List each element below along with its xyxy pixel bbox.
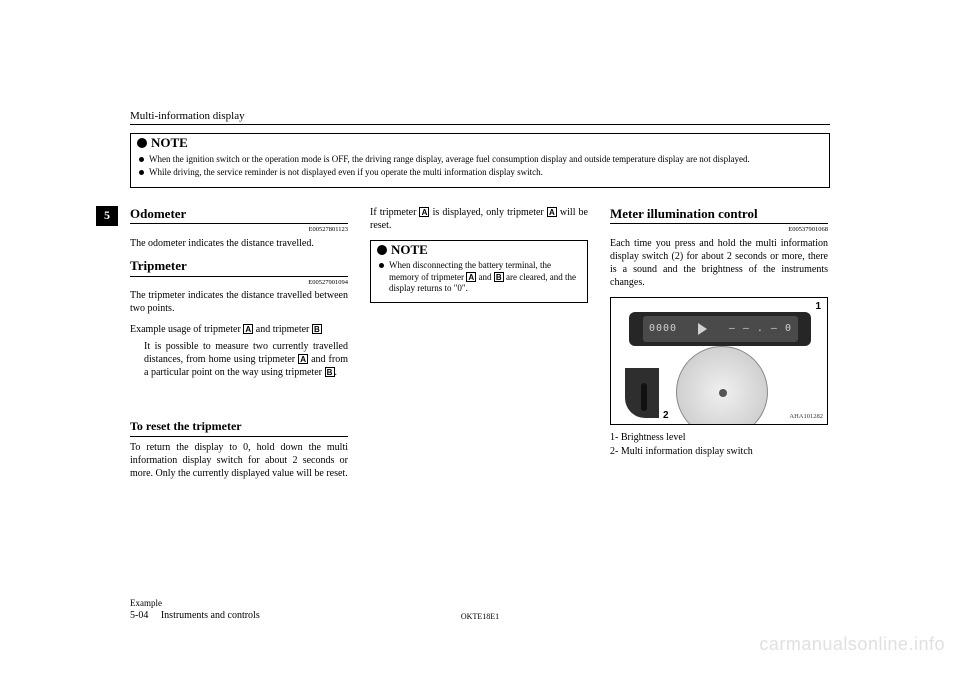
display-switch-icon — [641, 383, 647, 411]
watermark: carmanualsonline.info — [759, 634, 945, 655]
running-head: Multi-information display — [130, 110, 830, 125]
tripmeter-example-body: It is possible to measure two currently … — [130, 340, 348, 379]
note-title: NOTE — [371, 241, 432, 259]
columns: 5 Odometer E00527801123 The odometer ind… — [130, 206, 830, 480]
tripmeter-code: E00527901094 — [130, 279, 348, 287]
odometer-code: E00527801123 — [130, 226, 348, 234]
col2-intro: If tripmeter A is displayed, only tripme… — [370, 206, 588, 232]
reset-body: To return the display to 0, hold down th… — [130, 441, 348, 480]
key-b-icon: B — [494, 272, 504, 282]
tripmeter-example: Example usage of tripmeter A and tripmet… — [130, 323, 348, 379]
tripmeter-heading: Tripmeter — [130, 258, 348, 277]
odometer-heading: Odometer — [130, 206, 348, 225]
top-note-item: When the ignition switch or the operatio… — [139, 154, 821, 165]
top-note-list: When the ignition switch or the operatio… — [131, 154, 829, 187]
callout-1: 1 — [815, 300, 821, 313]
key-a-icon: A — [243, 324, 253, 334]
note-bullet-icon — [137, 138, 147, 148]
key-a-icon: A — [298, 354, 308, 364]
tripmeter-example-intro: Example usage of tripmeter A and tripmet… — [130, 323, 348, 336]
callout-2: 2 — [663, 409, 669, 422]
legend-item: 1- Brightness level — [610, 431, 828, 444]
text: . — [335, 367, 338, 378]
col2-note-list: When disconnecting the battery terminal,… — [371, 260, 587, 302]
text: and tripmeter — [253, 324, 312, 335]
arrow-right-icon — [698, 323, 707, 335]
legend-item: 2- Multi information display switch — [610, 445, 828, 458]
key-a-icon: A — [466, 272, 476, 282]
note-title-text: NOTE — [391, 242, 428, 257]
lcd-digits-left: 0000 — [649, 322, 677, 335]
section-title: Instruments and controls — [161, 610, 260, 621]
column-2: If tripmeter A is displayed, only tripme… — [370, 206, 588, 480]
page-footer: Example 5-04 Instruments and controls OK… — [130, 598, 830, 621]
note-bullet-icon — [377, 245, 387, 255]
col2-note-box: NOTE When disconnecting the battery term… — [370, 240, 588, 304]
figure-code: AHA101282 — [789, 413, 823, 421]
top-note-item: While driving, the service reminder is n… — [139, 167, 821, 178]
reset-heading: To reset the tripmeter — [130, 419, 348, 437]
tripmeter-body: The tripmeter indicates the distance tra… — [130, 289, 348, 315]
key-a-icon: A — [547, 207, 557, 217]
footer-example-label: Example — [130, 598, 830, 608]
text: Example usage of tripmeter — [130, 324, 243, 335]
lcd-display: 0000 – – . – 0 — [643, 316, 798, 342]
key-b-icon: B — [325, 367, 335, 377]
illumination-body: Each time you press and hold the multi i… — [610, 237, 828, 289]
figure-legend: 1- Brightness level 2- Multi information… — [610, 431, 828, 458]
page-number: 5-04 — [130, 610, 148, 621]
key-a-icon: A — [419, 207, 429, 217]
key-b-icon: B — [312, 324, 322, 334]
note-title-text: NOTE — [151, 135, 188, 150]
top-note-box: NOTE When the ignition switch or the ope… — [130, 133, 830, 188]
page-body: Multi-information display NOTE When the … — [130, 110, 830, 480]
odometer-body: The odometer indicates the distance trav… — [130, 237, 348, 250]
text: and — [476, 272, 494, 282]
doc-code: OKTE18E1 — [461, 612, 499, 621]
col2-note-item: When disconnecting the battery terminal,… — [379, 260, 579, 294]
text: If tripmeter — [370, 207, 419, 218]
instrument-figure: 0000 – – . – 0 1 2 AHA101282 — [610, 297, 828, 425]
gauge-dial — [676, 346, 768, 425]
column-3: Meter illumination control E00537901068 … — [610, 206, 828, 480]
lcd-digits-right: – – . – 0 — [729, 322, 792, 335]
text: is displayed, only tripmeter — [429, 207, 546, 218]
chapter-tab: 5 — [96, 206, 118, 226]
column-1: 5 Odometer E00527801123 The odometer ind… — [130, 206, 348, 480]
note-title: NOTE — [131, 134, 192, 151]
illumination-code: E00537901068 — [610, 226, 828, 234]
illumination-heading: Meter illumination control — [610, 206, 828, 225]
